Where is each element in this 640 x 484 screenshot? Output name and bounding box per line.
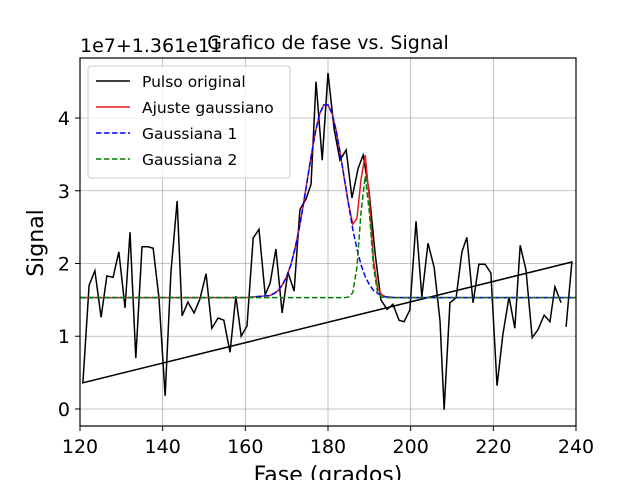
y-tick-label: 3 [58,181,70,203]
legend-label: Pulso original [142,73,246,91]
axes-frame [79,57,577,427]
offset-text: 1e7+1.361e11 [80,35,222,57]
y-tick-label: 1 [58,326,70,348]
line-series [80,104,576,299]
legend-label: Gaussiana 1 [142,125,237,143]
x-tick-label: 160 [227,436,263,458]
x-axis-label: Fase (grados) [254,463,403,480]
chart-title: Grafico de fase vs. Signal [207,32,449,54]
y-tick-label: 0 [58,399,70,421]
y-tick-label: 4 [58,108,70,130]
legend-box [87,65,291,179]
x-tick-label: 220 [475,436,511,458]
line-series [82,72,573,410]
y-axis-label: Signal [24,209,49,277]
x-tick-label: 240 [558,436,594,458]
line-series [80,176,576,299]
x-tick-label: 180 [310,436,346,458]
x-tick-label: 200 [393,436,429,458]
x-tick-label: 120 [62,436,98,458]
legend-label: Ajuste gaussiano [142,99,274,117]
legend-label: Gaussiana 2 [142,151,237,169]
x-tick-label: 140 [145,436,181,458]
legend: Pulso original Ajuste gaussiano Gaussiana … [87,65,291,179]
y-tick-label: 2 [58,253,70,275]
